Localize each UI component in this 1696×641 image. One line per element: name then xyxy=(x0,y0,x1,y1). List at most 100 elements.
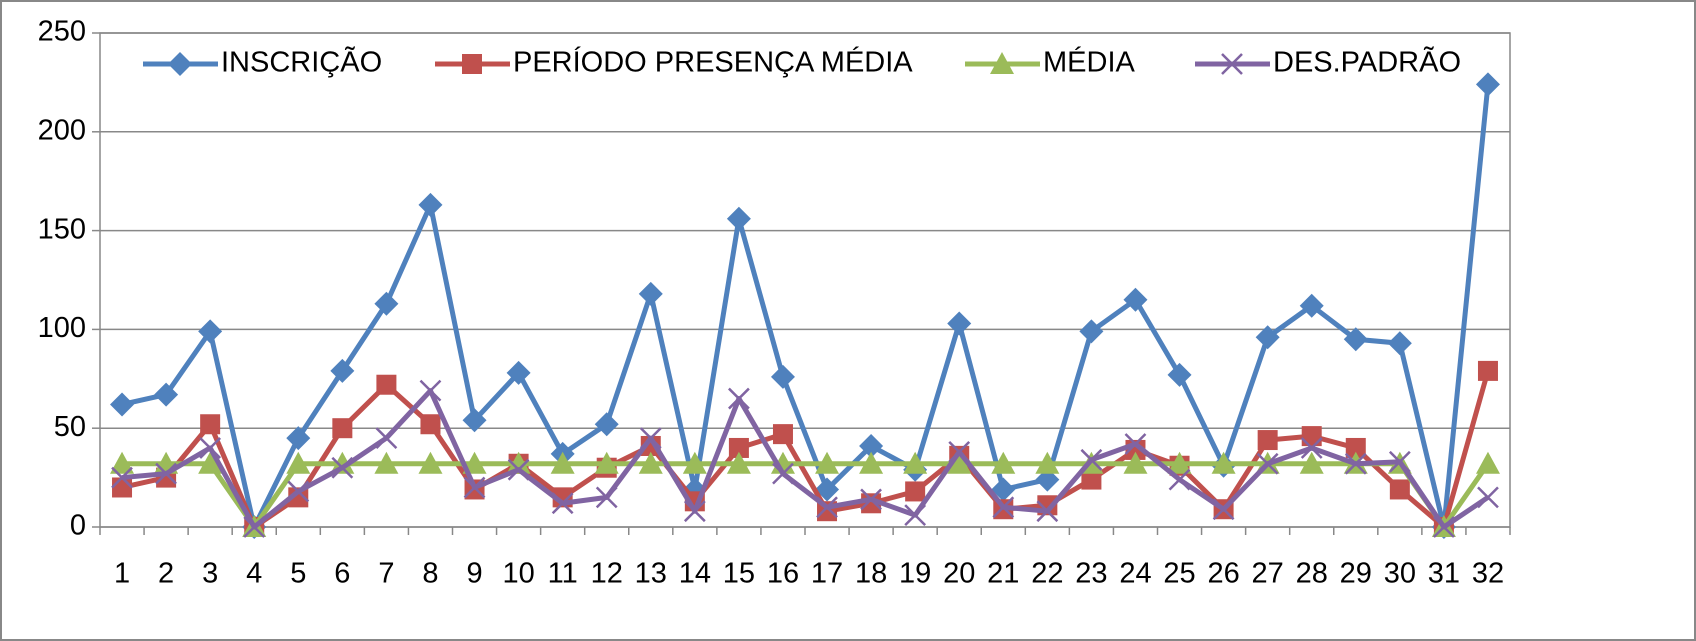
marker xyxy=(1211,451,1236,474)
marker xyxy=(198,451,223,474)
marker xyxy=(772,424,793,445)
x-tick-label: 18 xyxy=(855,558,887,590)
legend-label: MÉDIA xyxy=(1043,46,1136,79)
marker xyxy=(816,496,838,519)
x-tick-label: 11 xyxy=(548,558,578,590)
marker xyxy=(990,52,1014,74)
marker xyxy=(462,408,487,433)
x-tick-label: 21 xyxy=(987,558,1019,590)
marker xyxy=(110,451,135,474)
marker xyxy=(286,451,311,474)
marker xyxy=(1388,450,1411,473)
marker xyxy=(287,480,310,503)
marker xyxy=(947,451,972,474)
x-tick-label: 12 xyxy=(591,558,623,590)
legend-label: PERÍODO PRESENÇA MÉDIA xyxy=(513,46,913,79)
marker xyxy=(1387,331,1412,356)
x-tick-label: 8 xyxy=(422,558,438,590)
marker xyxy=(1299,451,1324,474)
marker xyxy=(992,496,1015,519)
x-tick-label: 15 xyxy=(723,558,755,590)
marker xyxy=(506,360,531,385)
marker xyxy=(332,418,353,439)
marker xyxy=(1212,498,1235,521)
legend-label: INSCRIÇÃO xyxy=(221,45,382,79)
marker xyxy=(815,451,840,474)
x-tick-label: 19 xyxy=(899,558,931,590)
y-tick-label: 150 xyxy=(38,213,86,245)
marker xyxy=(1035,451,1060,474)
x-tick-label: 6 xyxy=(334,558,350,590)
marker xyxy=(110,392,135,417)
marker xyxy=(1124,433,1147,455)
marker xyxy=(1300,437,1323,459)
y-tick-label: 50 xyxy=(54,411,86,443)
marker xyxy=(1343,327,1368,352)
marker xyxy=(375,427,398,449)
marker xyxy=(200,414,221,435)
marker xyxy=(772,462,794,485)
marker xyxy=(1477,360,1498,381)
marker xyxy=(947,311,972,336)
marker xyxy=(330,358,355,383)
marker xyxy=(199,437,222,459)
marker xyxy=(638,281,663,306)
marker xyxy=(418,192,443,217)
marker xyxy=(1081,469,1102,490)
marker xyxy=(815,477,840,502)
x-tick-label: 28 xyxy=(1296,558,1328,590)
x-tick-label: 27 xyxy=(1252,558,1284,590)
x-tick-label: 22 xyxy=(1031,558,1063,590)
marker xyxy=(1475,72,1500,97)
marker xyxy=(374,451,399,474)
marker xyxy=(1433,516,1455,538)
x-tick-label: 30 xyxy=(1384,558,1416,590)
marker xyxy=(112,477,133,498)
marker xyxy=(903,451,928,474)
x-tick-label: 5 xyxy=(290,558,306,590)
marker xyxy=(860,488,882,511)
x-tick-label: 3 xyxy=(202,558,218,590)
marker xyxy=(463,476,486,499)
x-tick-label: 2 xyxy=(158,558,174,590)
marker xyxy=(639,427,662,449)
marker xyxy=(594,451,619,474)
marker xyxy=(682,451,707,474)
marker xyxy=(506,451,531,474)
marker xyxy=(1079,319,1104,344)
x-tick-label: 16 xyxy=(767,558,799,590)
x-tick-label: 1 xyxy=(114,558,130,590)
marker xyxy=(726,451,751,474)
marker xyxy=(726,206,751,231)
marker xyxy=(728,437,749,458)
marker xyxy=(462,54,482,74)
marker xyxy=(1123,451,1148,474)
marker xyxy=(419,379,442,402)
marker xyxy=(770,364,795,389)
marker xyxy=(638,451,663,474)
x-tick-label: 24 xyxy=(1119,558,1151,590)
marker xyxy=(1167,362,1192,387)
marker xyxy=(1389,479,1410,500)
marker xyxy=(155,462,177,485)
marker xyxy=(859,433,884,458)
marker xyxy=(1299,293,1324,318)
marker xyxy=(1256,452,1279,475)
y-tick-label: 200 xyxy=(38,114,86,146)
marker xyxy=(1168,468,1191,491)
x-tick-label: 9 xyxy=(466,558,482,590)
marker xyxy=(991,451,1016,474)
marker xyxy=(1221,53,1243,75)
marker xyxy=(859,451,884,474)
x-tick-label: 17 xyxy=(811,558,843,590)
marker xyxy=(1475,451,1500,474)
marker xyxy=(595,486,618,509)
marker xyxy=(1080,448,1103,471)
marker xyxy=(948,441,971,463)
marker xyxy=(418,451,443,474)
marker xyxy=(683,500,706,523)
marker xyxy=(550,451,575,474)
marker xyxy=(1255,325,1280,350)
